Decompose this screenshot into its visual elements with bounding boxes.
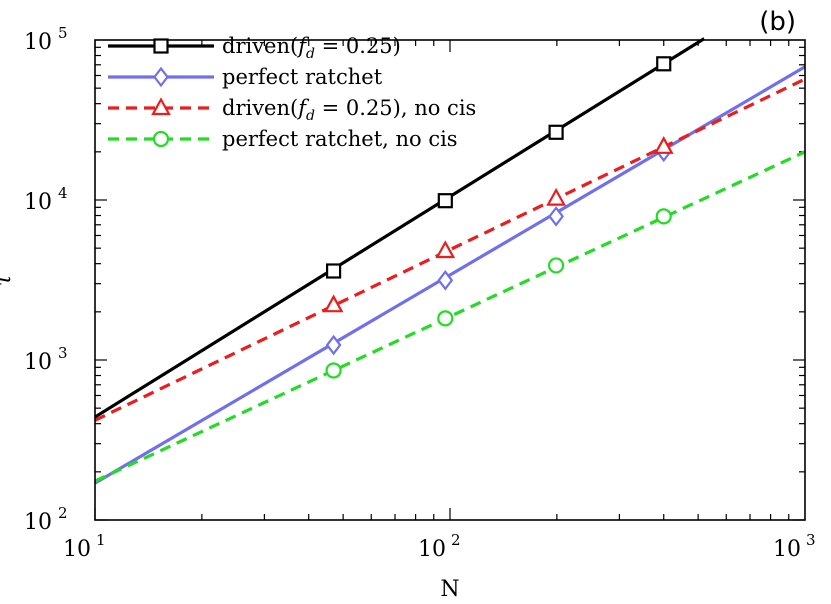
data-point-0 bbox=[548, 124, 564, 140]
data-point-1 bbox=[325, 334, 342, 356]
y-tick-label: 10 4 bbox=[24, 184, 68, 215]
y-tick-base: 10 bbox=[24, 350, 52, 375]
legend-label-3: perfect ratchet, no cis bbox=[222, 127, 458, 151]
legend-marker-1 bbox=[153, 66, 169, 88]
x-tick-base: 10 bbox=[63, 537, 91, 562]
legend-entry-3: perfect ratchet, no cis bbox=[108, 127, 458, 151]
data-point-0 bbox=[656, 56, 672, 72]
data-point-3 bbox=[655, 208, 672, 225]
legend-marker-3 bbox=[152, 130, 170, 148]
series-line-2 bbox=[94, 77, 806, 422]
panel-label: (b) bbox=[759, 7, 796, 37]
x-tick-label: 10 2 bbox=[418, 531, 461, 562]
data-point-2 bbox=[653, 136, 674, 154]
data-point-2 bbox=[323, 294, 344, 313]
legend-entry-1: perfect ratchet bbox=[108, 65, 383, 89]
legend-marker-2 bbox=[151, 97, 171, 116]
x-tick-exp: 2 bbox=[451, 531, 461, 549]
x-tick-exp: 3 bbox=[806, 531, 816, 549]
legend-entry-2: driven(fd = 0.25), no cis bbox=[108, 96, 476, 124]
x-tick-label: 10 3 bbox=[773, 531, 816, 562]
series-line-0 bbox=[94, 37, 706, 419]
data-point-2 bbox=[546, 187, 566, 206]
y-tick-base: 10 bbox=[24, 510, 52, 535]
data-point-0 bbox=[437, 193, 453, 209]
y-tick-label: 10 5 bbox=[24, 24, 68, 55]
y-axis-label: τ bbox=[0, 273, 16, 286]
markers-layer bbox=[323, 56, 674, 379]
y-tick-exp: 3 bbox=[58, 344, 68, 362]
legend-entry-0: driven(fd = 0.25) bbox=[108, 34, 401, 62]
data-point-0 bbox=[325, 263, 342, 279]
data-point-3 bbox=[437, 310, 454, 327]
data-point-1 bbox=[437, 269, 454, 291]
x-tick-exp: 1 bbox=[96, 531, 106, 549]
legend-label-2: driven(fd = 0.25), no cis bbox=[222, 96, 476, 124]
x-axis-label: N bbox=[440, 577, 459, 602]
data-point-3 bbox=[325, 362, 342, 379]
legend-label-1: perfect ratchet bbox=[222, 65, 383, 89]
y-tick-base: 10 bbox=[24, 30, 52, 55]
data-point-3 bbox=[547, 257, 565, 274]
legend-marker-0 bbox=[153, 38, 169, 54]
y-tick-label: 10 3 bbox=[24, 344, 68, 375]
legend: driven(fd = 0.25) perfect ratchet driven(f… bbox=[108, 34, 476, 151]
y-tick-exp: 5 bbox=[58, 24, 68, 42]
data-point-1 bbox=[548, 206, 564, 227]
legend-label-0: driven(fd = 0.25) bbox=[222, 34, 401, 62]
plot-frame bbox=[94, 39, 806, 521]
y-tick-exp: 2 bbox=[58, 504, 68, 522]
lines-layer bbox=[94, 37, 806, 485]
y-tick-base: 10 bbox=[24, 190, 52, 215]
tick-labels-layer: 10 1 10 2 10 3 10 2 10 3 10 4 10 5 bbox=[24, 24, 816, 562]
y-tick-label: 10 2 bbox=[24, 504, 68, 535]
y-tick-exp: 4 bbox=[58, 184, 68, 202]
x-tick-label: 10 1 bbox=[63, 531, 106, 562]
data-point-2 bbox=[435, 240, 456, 259]
series-line-3 bbox=[94, 150, 806, 483]
x-tick-base: 10 bbox=[418, 537, 446, 562]
x-tick-base: 10 bbox=[773, 537, 801, 562]
